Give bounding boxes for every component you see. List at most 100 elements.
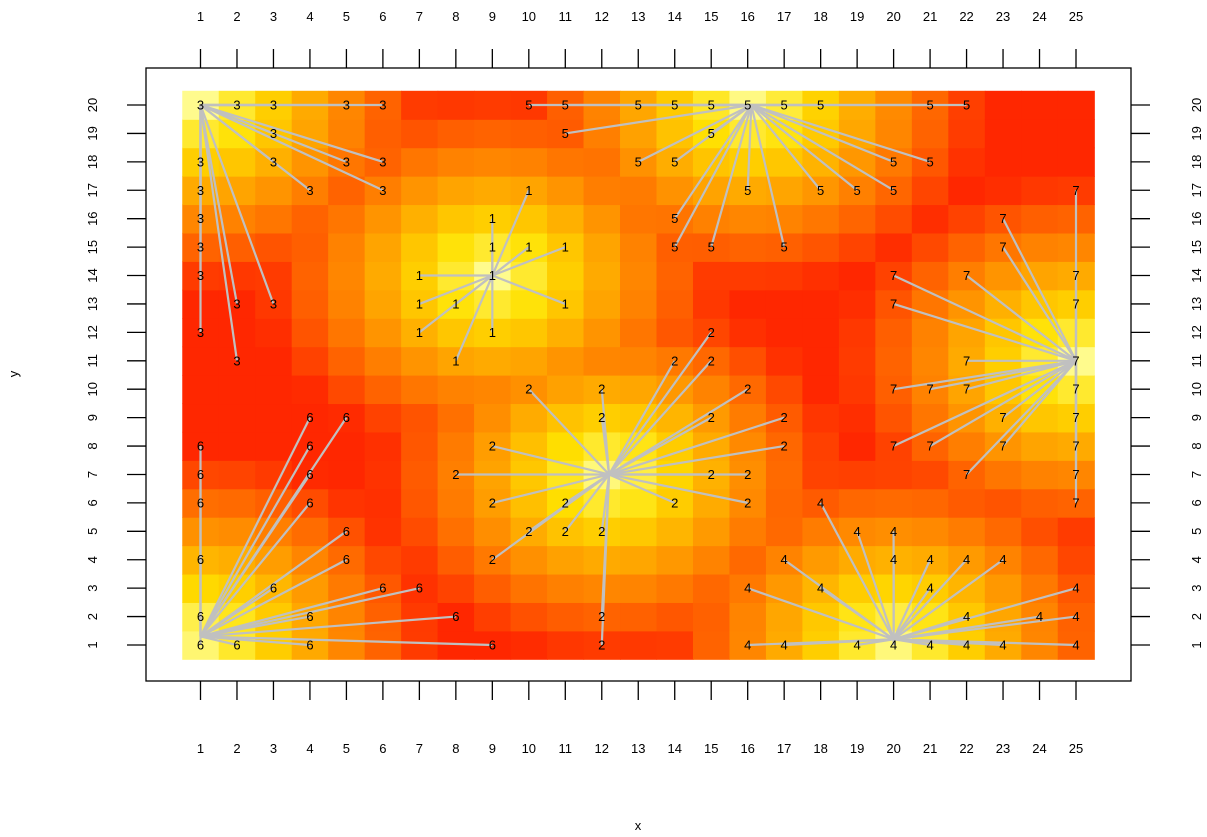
heatmap-cell (911, 488, 949, 518)
heatmap-cell (364, 119, 402, 149)
heatmap-cell (948, 517, 986, 547)
heatmap-cell (729, 375, 767, 405)
heatmap-cell (328, 460, 366, 490)
point-label: 6 (343, 552, 350, 567)
x-tick-label-bottom: 22 (959, 741, 973, 756)
cluster-ray (892, 558, 968, 641)
point-label: 5 (671, 154, 678, 169)
x-tick-label-bottom: 4 (306, 741, 313, 756)
heatmap-cell (1057, 147, 1095, 177)
point-label: 5 (854, 183, 861, 198)
cluster-ray (608, 331, 713, 476)
heatmap-cell (291, 545, 329, 575)
point-label: 3 (343, 98, 350, 113)
y-tick-label-left: 4 (85, 556, 100, 563)
heatmap-cell (255, 289, 293, 319)
axis-ticks (127, 49, 1150, 700)
cluster-ray (199, 104, 239, 305)
cluster-ray (637, 104, 752, 163)
cluster-ray (492, 473, 610, 504)
cluster-ray (199, 417, 311, 637)
heatmap-cell (583, 176, 621, 206)
heatmap-cell (547, 573, 585, 603)
cluster-ray (819, 502, 895, 640)
point-label: 3 (343, 154, 350, 169)
heatmap-cell (729, 545, 767, 575)
cluster-ray (199, 445, 311, 638)
point-label: 2 (598, 524, 605, 539)
x-tick-label-bottom: 14 (667, 741, 681, 756)
heatmap-cell (510, 119, 548, 149)
heatmap-cell (510, 403, 548, 433)
heatmap-cell (328, 289, 366, 319)
point-label: 6 (306, 410, 313, 425)
cluster-ray (750, 104, 858, 192)
heatmap-cell (838, 403, 876, 433)
cluster-ray (820, 587, 895, 641)
heatmap-cell (401, 90, 439, 120)
heatmap-cell (984, 147, 1022, 177)
heatmap-cell (583, 232, 621, 262)
cluster-ray (750, 104, 786, 248)
heatmap-cell (218, 431, 256, 461)
heatmap-cell (729, 204, 767, 234)
heatmap-cell (437, 90, 475, 120)
x-tick-label-top: 9 (489, 9, 496, 24)
cluster-ray (600, 474, 611, 646)
heatmap-cell (182, 403, 220, 433)
point-label: 5 (817, 98, 824, 113)
heatmap-cell (875, 176, 913, 206)
point-label: 3 (197, 268, 204, 283)
heatmap-cell (291, 318, 329, 348)
heatmap-cell (510, 346, 548, 376)
point-label: 5 (963, 98, 970, 113)
heatmap-cell (984, 517, 1022, 547)
heatmap-cell (291, 346, 329, 376)
heatmap-cell (474, 573, 512, 603)
heatmap-cell (911, 346, 949, 376)
y-tick-label-left: 20 (85, 98, 100, 112)
y-tick-label-right: 13 (1189, 297, 1204, 311)
y-tick-label-left: 9 (85, 414, 100, 421)
point-label: 2 (598, 410, 605, 425)
point-label: 5 (708, 98, 715, 113)
heatmap-cell (182, 346, 220, 376)
point-label: 6 (416, 581, 423, 596)
point-label: 6 (197, 638, 204, 653)
point-label: 6 (197, 495, 204, 510)
heatmap-cell (911, 232, 949, 262)
x-tick-label-bottom: 24 (1032, 741, 1046, 756)
heatmap-cell (838, 346, 876, 376)
heatmap-cell (401, 232, 439, 262)
heatmap-cell (765, 488, 804, 518)
cluster-ray (200, 615, 311, 638)
heatmap-cell (692, 517, 731, 547)
point-label: 1 (489, 325, 496, 340)
heatmap-cell (218, 517, 256, 547)
point-label: 1 (489, 211, 496, 226)
point-label: 3 (270, 296, 277, 311)
heatmap-cell (583, 119, 621, 149)
heatmap-cell (328, 176, 366, 206)
heatmap-cell (291, 630, 329, 660)
x-tick-label-bottom: 10 (522, 741, 536, 756)
heatmap-cell (875, 147, 913, 177)
heatmap-cell (875, 488, 913, 518)
point-label: 5 (817, 183, 824, 198)
heatmap-cell (255, 318, 293, 348)
heatmap-cell (401, 147, 439, 177)
heatmap-cell (1021, 517, 1059, 547)
heatmap-cell (328, 204, 366, 234)
heatmap-cell (547, 545, 585, 575)
x-tick-label-bottom: 20 (886, 741, 900, 756)
heatmap-cell (328, 346, 366, 376)
y-tick-label-right: 15 (1189, 240, 1204, 254)
heatmap-cell (328, 119, 366, 149)
point-label: 5 (926, 154, 933, 169)
y-axis-title: y (6, 370, 21, 377)
heatmap-cell (838, 460, 876, 490)
heatmap-cell (510, 318, 548, 348)
heatmap-cell (875, 403, 913, 433)
heatmap-cell (802, 375, 840, 405)
y-tick-label-right: 17 (1189, 183, 1204, 197)
